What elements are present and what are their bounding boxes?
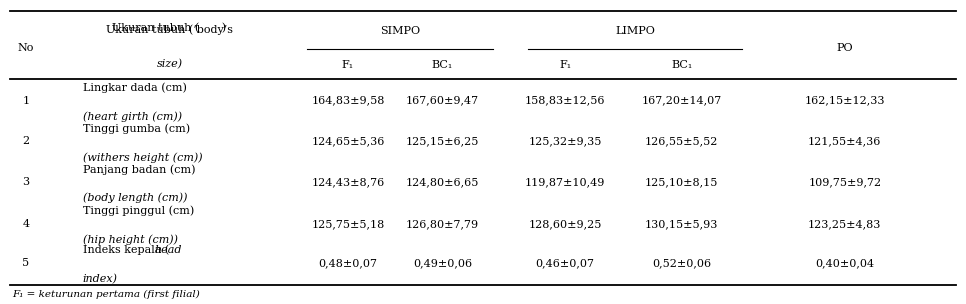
Text: 125,32±9,35: 125,32±9,35 (528, 136, 602, 147)
Text: 5: 5 (22, 258, 29, 268)
Text: Tinggi gumba (cm): Tinggi gumba (cm) (83, 123, 189, 134)
Text: 125,75±5,18: 125,75±5,18 (311, 219, 384, 229)
Text: SIMPO: SIMPO (380, 26, 420, 36)
Text: 128,60±9,25: 128,60±9,25 (528, 219, 602, 229)
Text: 125,10±8,15: 125,10±8,15 (645, 177, 719, 187)
Text: 126,55±5,52: 126,55±5,52 (645, 136, 719, 147)
Text: 121,55±4,36: 121,55±4,36 (808, 136, 881, 147)
Text: 123,25±4,83: 123,25±4,83 (808, 219, 881, 229)
Text: (body length (cm)): (body length (cm)) (83, 193, 187, 203)
Text: 125,15±6,25: 125,15±6,25 (406, 136, 479, 147)
Text: BC₁: BC₁ (432, 60, 453, 70)
Text: 167,20±14,07: 167,20±14,07 (641, 95, 722, 105)
Text: (withers height (cm)): (withers height (cm)) (83, 152, 202, 163)
Text: F₁: F₁ (559, 60, 571, 70)
Text: 119,87±10,49: 119,87±10,49 (525, 177, 605, 187)
Text: 0,46±0,07: 0,46±0,07 (535, 258, 594, 268)
Text: size): size) (156, 59, 183, 69)
Text: Lingkar dada (cm): Lingkar dada (cm) (83, 82, 186, 93)
Text: 164,83±9,58: 164,83±9,58 (311, 95, 384, 105)
Text: F₁ = keturunan pertama (first filial): F₁ = keturunan pertama (first filial) (13, 290, 200, 299)
Text: 3: 3 (22, 177, 29, 187)
Text: 158,83±12,56: 158,83±12,56 (525, 95, 606, 105)
Text: 1: 1 (22, 95, 29, 105)
Text: (hip height (cm)): (hip height (cm)) (83, 234, 178, 245)
Text: Ukuran tubuh (          ): Ukuran tubuh ( ) (112, 23, 227, 33)
Text: 109,75±9,72: 109,75±9,72 (809, 177, 881, 187)
Text: index): index) (83, 274, 118, 284)
Text: 124,43±8,76: 124,43±8,76 (311, 177, 384, 187)
Text: LIMPO: LIMPO (615, 26, 655, 36)
Text: No: No (17, 43, 34, 53)
Text: Indeks kepala (: Indeks kepala ( (83, 245, 169, 255)
Text: 0,40±0,04: 0,40±0,04 (815, 258, 874, 268)
Text: 162,15±12,33: 162,15±12,33 (805, 95, 885, 105)
Text: PO: PO (837, 43, 853, 53)
Text: 4: 4 (22, 219, 29, 229)
Text: F₁: F₁ (342, 60, 354, 70)
Text: 124,65±5,36: 124,65±5,36 (311, 136, 384, 147)
Text: 0,48±0,07: 0,48±0,07 (319, 258, 378, 268)
Text: (heart girth (cm)): (heart girth (cm)) (83, 111, 182, 122)
Text: Tinggi pinggul (cm): Tinggi pinggul (cm) (83, 206, 194, 216)
Text: BC₁: BC₁ (671, 60, 693, 70)
Text: 130,15±5,93: 130,15±5,93 (645, 219, 719, 229)
Text: head: head (154, 245, 182, 255)
Text: Panjang badan (cm): Panjang badan (cm) (83, 164, 195, 174)
Text: 0,52±0,06: 0,52±0,06 (652, 258, 711, 268)
Text: 126,80±7,79: 126,80±7,79 (406, 219, 479, 229)
Text: 167,60±9,47: 167,60±9,47 (406, 95, 479, 105)
Text: 0,49±0,06: 0,49±0,06 (412, 258, 472, 268)
Text: Ukuran tubuh (’body’s: Ukuran tubuh (’body’s (106, 24, 233, 35)
Text: 2: 2 (22, 136, 29, 147)
Text: 124,80±6,65: 124,80±6,65 (406, 177, 479, 187)
